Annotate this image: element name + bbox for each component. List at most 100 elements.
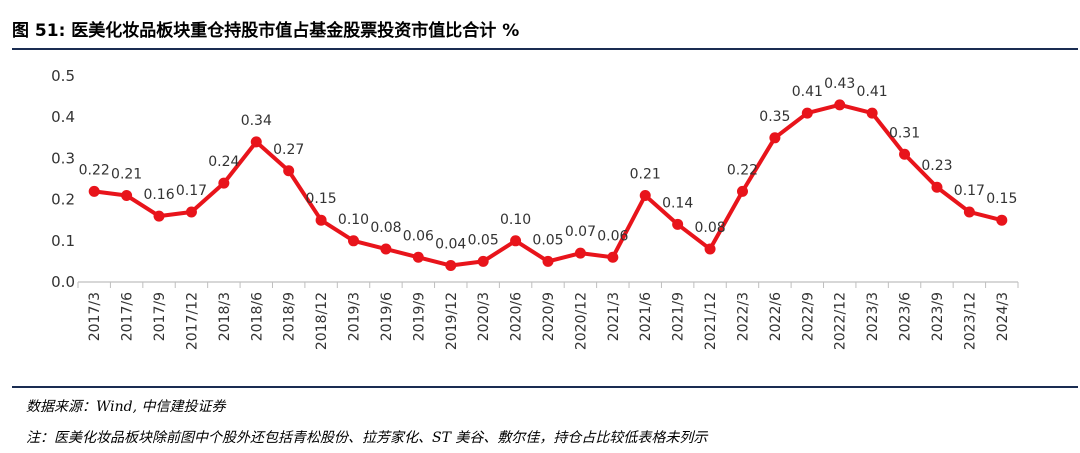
x-tick-label: 2018/3 bbox=[217, 292, 233, 341]
data-point bbox=[315, 214, 327, 226]
x-tick-label: 2019/3 bbox=[347, 292, 363, 341]
x-tick-label: 2017/3 bbox=[87, 292, 103, 341]
data-point bbox=[672, 218, 684, 230]
data-label: 0.08 bbox=[370, 220, 401, 236]
x-tick-label: 2022/3 bbox=[735, 292, 751, 341]
data-label: 0.06 bbox=[403, 228, 434, 244]
data-point bbox=[704, 243, 716, 255]
data-point bbox=[736, 185, 748, 197]
chart-title: 图 51: 医美化妆品板块重仓持股市值占基金股票投资市值比合计 % bbox=[12, 21, 520, 41]
data-label: 0.41 bbox=[792, 84, 823, 100]
x-tick-label: 2018/6 bbox=[249, 292, 265, 341]
y-axis: 0.0 0.1 0.2 0.3 0.4 0.5 bbox=[51, 67, 75, 291]
y-tick-label: 0.5 bbox=[51, 67, 75, 85]
note-text: 注：医美化妆品板块除前图中个股外还包括青松股份、拉芳家化、ST 美谷、敷尔佳，持… bbox=[26, 430, 708, 446]
data-point bbox=[542, 255, 554, 267]
data-labels: 0.22 0.210.16 0.170.240.340.270.150.100.08… bbox=[79, 76, 1018, 253]
data-point bbox=[153, 210, 165, 222]
data-point bbox=[510, 235, 522, 247]
y-tick-label: 0.3 bbox=[51, 149, 75, 167]
data-point bbox=[866, 107, 878, 119]
data-point bbox=[283, 165, 295, 177]
data-point bbox=[899, 148, 911, 160]
data-point bbox=[834, 99, 846, 111]
data-label: 0.24 bbox=[208, 154, 239, 170]
data-label: 0.06 bbox=[597, 228, 628, 244]
data-label: 0.15 bbox=[986, 191, 1017, 207]
x-tick-label: 2019/12 bbox=[444, 292, 460, 350]
x-tick-label: 2018/12 bbox=[314, 292, 330, 350]
data-point bbox=[380, 243, 392, 255]
data-point bbox=[218, 177, 230, 189]
data-point bbox=[412, 251, 424, 263]
data-label: 0.21 bbox=[111, 166, 142, 182]
x-tick-label: 2023/6 bbox=[898, 292, 914, 341]
data-label: 0.22 bbox=[79, 162, 110, 178]
x-tick-label: 2020/9 bbox=[541, 292, 557, 341]
x-tick-label: 2021/12 bbox=[703, 292, 719, 350]
title-divider bbox=[12, 48, 1078, 50]
x-tick-label: 2022/12 bbox=[833, 292, 849, 350]
x-tick-label: 2019/9 bbox=[411, 292, 427, 341]
x-tick-label: 2022/9 bbox=[800, 292, 816, 341]
x-axis-ticks: 2017/3 2017/6 2017/9 2017/12 2018/3 2018/6 201… bbox=[77, 282, 1019, 350]
x-tick-label: 2017/12 bbox=[184, 292, 200, 350]
data-label: 0.22 bbox=[727, 162, 758, 178]
data-label: 0.27 bbox=[273, 142, 304, 158]
y-tick-label: 0.4 bbox=[51, 108, 75, 126]
x-tick-label: 2023/3 bbox=[865, 292, 881, 341]
data-label: 0.04 bbox=[435, 237, 466, 253]
x-tick-label: 2018/9 bbox=[282, 292, 298, 341]
data-point bbox=[477, 255, 489, 267]
data-label: 0.31 bbox=[889, 125, 920, 141]
line-chart: 0.00.10.20.30.40.5 2017/3 2017/6 2017/9 201… bbox=[51, 67, 1019, 350]
x-tick-label: 2021/9 bbox=[671, 292, 687, 341]
x-tick-label: 2023/9 bbox=[930, 292, 946, 341]
data-label: 0.10 bbox=[338, 212, 369, 228]
data-point bbox=[121, 189, 133, 201]
source-text: 数据来源：Wind, 中信建投证券 bbox=[26, 399, 226, 415]
data-point bbox=[963, 206, 975, 218]
data-label: 0.07 bbox=[565, 224, 596, 240]
x-tick-label: 2022/6 bbox=[768, 292, 784, 341]
data-point bbox=[88, 185, 100, 197]
data-point bbox=[639, 189, 651, 201]
x-tick-label: 2024/3 bbox=[995, 292, 1011, 341]
data-point bbox=[185, 206, 197, 218]
data-point bbox=[445, 260, 457, 272]
x-tick-label: 2020/3 bbox=[476, 292, 492, 341]
data-label: 0.14 bbox=[662, 195, 693, 211]
data-label: 0.23 bbox=[921, 158, 952, 174]
data-label: 0.41 bbox=[857, 84, 888, 100]
data-point bbox=[348, 235, 360, 247]
data-point bbox=[769, 132, 781, 144]
data-label: 0.05 bbox=[532, 232, 563, 248]
data-label: 0.21 bbox=[630, 166, 661, 182]
data-label: 0.08 bbox=[694, 220, 725, 236]
y-tick-label: 0.0 bbox=[51, 273, 75, 291]
y-tick-label: 0.2 bbox=[51, 191, 75, 209]
data-point bbox=[574, 247, 586, 259]
x-tick-label: 2017/9 bbox=[152, 292, 168, 341]
data-point bbox=[931, 181, 943, 193]
data-label: 0.16 bbox=[143, 187, 174, 203]
data-label: 0.17 bbox=[954, 183, 985, 199]
footer-divider bbox=[12, 386, 1078, 388]
series-points bbox=[88, 99, 1008, 272]
x-tick-label: 2021/3 bbox=[606, 292, 622, 341]
data-label: 0.43 bbox=[824, 76, 855, 92]
data-point bbox=[607, 251, 619, 263]
x-tick-label: 2023/12 bbox=[962, 292, 978, 350]
x-tick-label: 2019/6 bbox=[379, 292, 395, 341]
x-tick-label: 2020/12 bbox=[573, 292, 589, 350]
x-tick-label: 2020/6 bbox=[509, 292, 525, 341]
x-tick-label: 2021/6 bbox=[638, 292, 654, 341]
x-tick-label: 2017/6 bbox=[120, 292, 136, 341]
data-label: 0.05 bbox=[468, 232, 499, 248]
data-label: 0.17 bbox=[176, 183, 207, 199]
data-label: 0.10 bbox=[500, 212, 531, 228]
data-point bbox=[996, 214, 1008, 226]
data-label: 0.15 bbox=[306, 191, 337, 207]
data-point bbox=[801, 107, 813, 119]
y-tick-label: 0.1 bbox=[51, 232, 75, 250]
